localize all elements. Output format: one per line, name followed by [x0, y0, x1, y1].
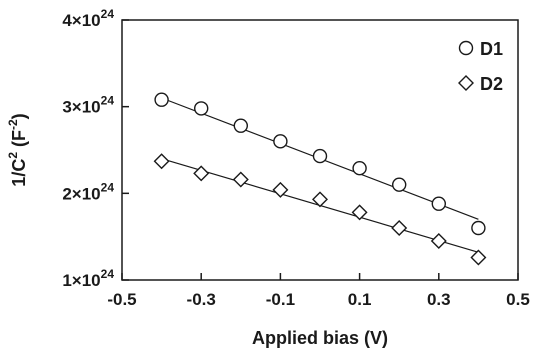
legend-label-d1: D1: [480, 39, 503, 59]
x-tick-label: -0.3: [187, 290, 216, 309]
y-axis-title: 1/C2 (F-2): [6, 113, 29, 186]
plot-frame: [121, 19, 519, 281]
y-axis-title-unit: (F: [9, 130, 29, 152]
legend-label-d2: D2: [480, 74, 503, 94]
x-tick-label: 0.5: [506, 290, 530, 309]
marker-d2: [232, 171, 249, 188]
marker-d1: [431, 196, 446, 211]
y-axis-title-sup: 2: [6, 152, 20, 159]
y-axis-title-unit-sup: -2: [6, 119, 20, 130]
ticks-layer: -0.5 -0.3 -0.1 0.1 0.3 0.51×10242×10243×10244…: [62, 7, 529, 309]
marker-d1: [154, 92, 169, 107]
marker-d1: [392, 177, 407, 192]
y-axis-title-unit-close: ): [9, 113, 29, 119]
marker-d2: [312, 191, 328, 208]
x-tick-label: -0.1: [266, 290, 295, 309]
y-tick-exponent: 24: [101, 180, 115, 194]
marker-d2: [153, 153, 170, 170]
marker-d2: [272, 181, 289, 198]
x-tick-label: 0.1: [348, 290, 372, 309]
marker-d1: [352, 160, 367, 176]
y-tick-exponent: 24: [101, 267, 115, 281]
marker-d1: [273, 134, 288, 149]
y-tick-mantissa: 1×10: [62, 271, 100, 290]
y-tick-label: 3×1024: [62, 94, 114, 117]
marker-d2: [351, 204, 368, 221]
y-tick-exponent: 24: [101, 94, 115, 108]
x-axis-title: Applied bias (V): [252, 328, 388, 348]
marker-d1: [312, 148, 328, 164]
y-tick-mantissa: 3×10: [62, 98, 100, 117]
y-tick-exponent: 24: [101, 7, 115, 21]
fit-lines: [161, 97, 479, 253]
x-tick-label: 0.3: [427, 290, 451, 309]
legend-marker-d1: [458, 40, 474, 56]
y-tick-label: 1×1024: [62, 267, 114, 290]
marker-d2: [470, 249, 487, 266]
marker-d1: [233, 118, 249, 133]
marker-d2: [391, 220, 408, 236]
y-tick-label: 2×1024: [62, 180, 114, 203]
marker-d2: [430, 233, 447, 249]
y-axis-title-base: 1/C: [9, 159, 29, 187]
marker-d1: [193, 101, 209, 116]
legend-marker-d2: [458, 75, 474, 91]
x-tick-label: -0.5: [107, 290, 136, 309]
legend: D1 D2: [458, 39, 503, 94]
y-tick-mantissa: 2×10: [62, 184, 100, 203]
y-tick-mantissa: 4×10: [62, 11, 100, 30]
marker-d1: [471, 220, 486, 236]
data-markers: [153, 92, 487, 266]
marker-d2: [193, 165, 210, 182]
y-tick-label: 4×1024: [62, 7, 114, 30]
